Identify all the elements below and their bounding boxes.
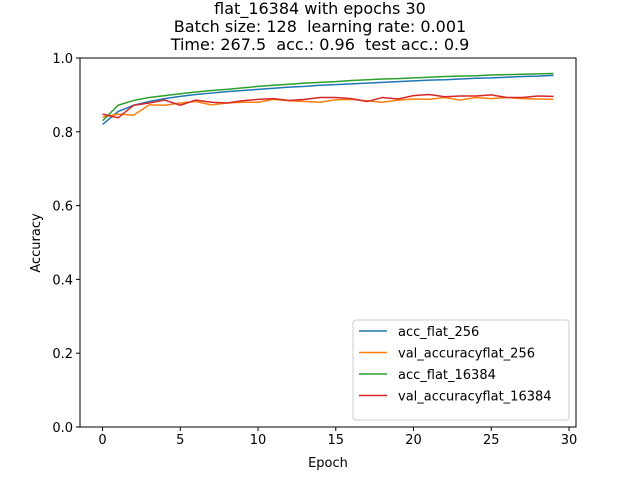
x-tick-label: 15	[328, 433, 345, 448]
y-tick-label: 0.8	[52, 126, 73, 141]
chart-title-line-2: Batch size: 128 learning rate: 0.001	[173, 17, 467, 36]
series-line-val_accuracyflat_16384	[102, 93, 554, 119]
x-tick-label: 30	[561, 433, 578, 448]
series-line-val_accuracyflat_256	[102, 96, 554, 118]
y-tick-label: 1.0	[52, 52, 73, 67]
y-axis-label: Accuracy	[29, 213, 44, 273]
y-tick-label: 0.4	[52, 273, 73, 288]
legend-label: acc_flat_256	[398, 325, 479, 340]
x-tick-label: 25	[483, 433, 500, 448]
y-tick-label: 0.2	[52, 347, 73, 362]
legend-box	[352, 319, 570, 421]
legend-label: val_accuracyflat_256	[398, 347, 535, 362]
legend: acc_flat_256 val_accuracyflat_256 acc_flat…	[352, 319, 570, 421]
axes-frame	[79, 57, 577, 428]
plot-lines	[102, 72, 554, 125]
x-tick-label: 20	[405, 433, 422, 448]
chart-title-line-3: Time: 267.5 acc.: 0.96 test acc.: 0.9	[170, 35, 470, 54]
series-line-acc_flat_16384	[102, 72, 554, 122]
x-tick-label: 10	[250, 433, 267, 448]
legend-label: acc_flat_16384	[398, 368, 496, 383]
y-axis-ticks: 0.0 0.2 0.4 0.6 0.8 1.0	[52, 52, 80, 436]
series-line-acc_flat_256	[102, 74, 554, 125]
y-tick-label: 0.6	[52, 200, 73, 215]
x-tick-label: 0	[98, 433, 106, 448]
x-axis-ticks: 0 5 10 15 20 25 30	[98, 427, 577, 448]
x-tick-label: 5	[176, 433, 184, 448]
legend-label: val_accuracyflat_16384	[398, 390, 552, 405]
chart-title-line-1: flat_16384 with epochs 30	[214, 0, 426, 18]
y-tick-label: 0.0	[52, 421, 73, 436]
x-axis-label: Epoch	[308, 456, 348, 471]
